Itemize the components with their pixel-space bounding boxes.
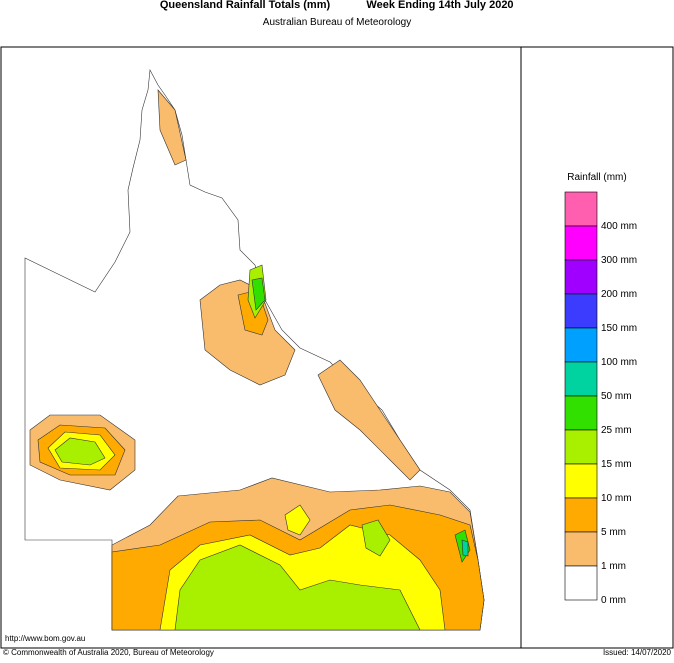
legend-label: 0 mm	[601, 595, 626, 606]
rain-region	[174, 544, 421, 631]
legend-swatch	[564, 327, 598, 363]
map-frame	[0, 46, 674, 649]
period: Week Ending 14th July 2020	[366, 0, 513, 11]
legend-label: 15 mm	[601, 459, 632, 470]
legend-swatch	[564, 497, 598, 533]
rain-region	[251, 277, 266, 311]
legend-label: 150 mm	[601, 323, 637, 334]
legend-label: 5 mm	[601, 527, 626, 538]
legend-swatch	[564, 225, 598, 261]
subtitle: Australian Bureau of Meteorology	[263, 17, 411, 28]
legend-swatch	[564, 259, 598, 295]
rain-region	[317, 359, 421, 481]
footer-url: http://www.bom.gov.au	[5, 634, 85, 643]
legend-label: 100 mm	[601, 357, 637, 368]
legend-label: 1 mm	[601, 561, 626, 572]
rain-region	[461, 539, 469, 557]
legend-title: Rainfall (mm)	[567, 172, 626, 183]
footer-copyright: © Commonwealth of Australia 2020, Bureau…	[3, 648, 214, 657]
legend-label: 50 mm	[601, 391, 632, 402]
legend-swatch	[564, 531, 598, 567]
legend-swatch	[564, 191, 598, 227]
legend-label: 400 mm	[601, 221, 637, 232]
legend-swatch	[564, 463, 598, 499]
footer-issued: Issued: 14/07/2020	[603, 648, 672, 657]
legend-swatch	[564, 293, 598, 329]
legend-swatch	[564, 565, 598, 601]
legend-label: 10 mm	[601, 493, 632, 504]
map	[24, 68, 485, 631]
rain-region	[361, 519, 391, 557]
legend-swatch	[564, 395, 598, 431]
rain-region	[54, 437, 106, 466]
legend-label: 25 mm	[601, 425, 632, 436]
legend: 400 mm 300 mm 200 mm 150 mm 100 mm 50 mm 25 mm…	[564, 191, 637, 606]
legend-label: 200 mm	[601, 289, 637, 300]
rain-region	[199, 279, 296, 386]
legend-swatch	[564, 429, 598, 465]
rain-region	[157, 89, 187, 166]
rain-region	[284, 504, 311, 536]
legend-label: 300 mm	[601, 255, 637, 266]
legend-swatch	[564, 361, 598, 397]
title: Queensland Rainfall Totals (mm)	[160, 0, 331, 11]
